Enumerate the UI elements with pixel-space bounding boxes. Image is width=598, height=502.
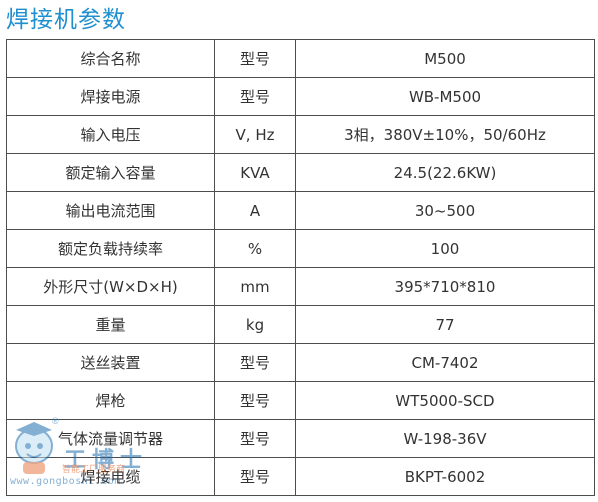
param-name: 焊接电源 — [6, 77, 215, 116]
param-name: 输入电压 — [6, 115, 215, 154]
table-row: 重量 kg 77 — [6, 305, 595, 344]
param-unit: A — [214, 191, 296, 230]
param-value: 395*710*810 — [295, 267, 595, 306]
table-row: 焊接电缆 型号 BKPT-6002 — [6, 457, 595, 496]
param-value: 100 — [295, 229, 595, 268]
table-row: 气体流量调节器 型号 W-198-36V — [6, 419, 595, 458]
param-name: 外形尺寸(W×D×H) — [6, 267, 215, 306]
param-unit: 型号 — [214, 343, 296, 382]
param-value: 30~500 — [295, 191, 595, 230]
table-row: 焊枪 型号 WT5000-SCD — [6, 381, 595, 420]
param-name: 气体流量调节器 — [6, 419, 215, 458]
param-value: 77 — [295, 305, 595, 344]
table-row: 送丝装置 型号 CM-7402 — [6, 343, 595, 382]
param-unit: V, Hz — [214, 115, 296, 154]
param-unit: 型号 — [214, 457, 296, 496]
param-name: 焊枪 — [6, 381, 215, 420]
param-unit: 型号 — [214, 77, 296, 116]
table-row: 外形尺寸(W×D×H) mm 395*710*810 — [6, 267, 595, 306]
table-row: 额定负载持续率 % 100 — [6, 229, 595, 268]
param-name: 额定输入容量 — [6, 153, 215, 192]
table-row: 额定输入容量 KVA 24.5(22.6KW) — [6, 153, 595, 192]
param-name: 输出电流范围 — [6, 191, 215, 230]
param-name: 额定负载持续率 — [6, 229, 215, 268]
param-unit: 型号 — [214, 39, 296, 78]
table-row: 输出电流范围 A 30~500 — [6, 191, 595, 230]
param-value: 24.5(22.6KW) — [295, 153, 595, 192]
param-value: BKPT-6002 — [295, 457, 595, 496]
param-value: 3相，380V±10%，50/60Hz — [295, 115, 595, 154]
table-row: 综合名称 型号 M500 — [6, 39, 595, 78]
table-row: 输入电压 V, Hz 3相，380V±10%，50/60Hz — [6, 115, 595, 154]
param-name: 综合名称 — [6, 39, 215, 78]
param-value: M500 — [295, 39, 595, 78]
page-title: 焊接机参数 — [6, 7, 126, 33]
param-unit: % — [214, 229, 296, 268]
param-unit: 型号 — [214, 419, 296, 458]
param-value: CM-7402 — [295, 343, 595, 382]
param-name: 送丝装置 — [6, 343, 215, 382]
spec-table: 综合名称 型号 M500 焊接电源 型号 WB-M500 输入电压 V, Hz … — [6, 39, 595, 496]
param-value: WB-M500 — [295, 77, 595, 116]
param-unit: KVA — [214, 153, 296, 192]
param-name: 焊接电缆 — [6, 457, 215, 496]
param-unit: mm — [214, 267, 296, 306]
param-value: WT5000-SCD — [295, 381, 595, 420]
param-name: 重量 — [6, 305, 215, 344]
param-unit: kg — [214, 305, 296, 344]
param-value: W-198-36V — [295, 419, 595, 458]
param-unit: 型号 — [214, 381, 296, 420]
table-row: 焊接电源 型号 WB-M500 — [6, 77, 595, 116]
